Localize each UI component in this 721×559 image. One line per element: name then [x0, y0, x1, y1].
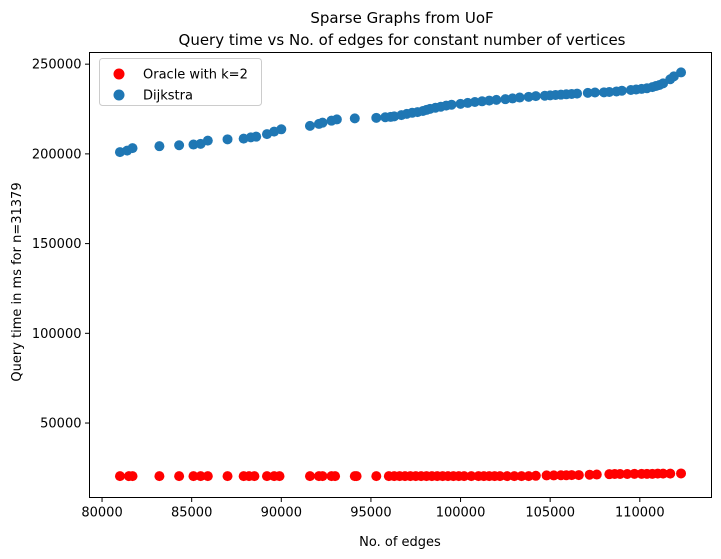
data-point-oracle	[665, 468, 676, 479]
chart-title: Sparse Graphs from UoF	[310, 9, 493, 27]
data-point-dijkstra	[276, 124, 287, 135]
data-point-oracle	[371, 471, 382, 482]
series-dijkstra	[114, 67, 687, 158]
y-axis: 50000 100000 150000 200000 250000	[32, 58, 90, 432]
plot-area	[114, 67, 687, 482]
data-point-oracle	[566, 470, 577, 481]
plot-frame	[89, 52, 712, 498]
data-point-oracle	[466, 471, 477, 482]
data-point-oracle	[317, 471, 328, 482]
data-point-dijkstra	[202, 135, 213, 146]
legend-box	[99, 58, 262, 106]
data-point-oracle	[202, 471, 213, 482]
y-tick-label: 50000	[40, 417, 81, 432]
data-point-oracle	[261, 471, 272, 482]
data-point-oracle	[195, 471, 206, 482]
data-point-oracle	[658, 468, 669, 479]
data-point-oracle	[459, 471, 470, 482]
data-point-oracle	[274, 471, 285, 482]
x-tick-label: 110000	[615, 506, 665, 521]
data-point-oracle	[573, 470, 584, 481]
data-point-oracle	[222, 471, 233, 482]
data-point-oracle	[516, 471, 527, 482]
data-point-oracle	[502, 471, 513, 482]
series-oracle	[114, 468, 687, 482]
data-point-dijkstra	[446, 99, 457, 110]
data-point-oracle	[591, 469, 602, 480]
x-tick-label: 80000	[81, 506, 122, 521]
data-point-dijkstra	[582, 87, 593, 98]
x-tick-label: 95000	[350, 506, 391, 521]
y-tick-label: 250000	[32, 58, 82, 73]
data-point-dijkstra	[589, 87, 600, 98]
data-point-dijkstra	[514, 92, 525, 103]
data-point-oracle	[541, 470, 552, 481]
data-point-dijkstra	[371, 112, 382, 123]
data-point-oracle	[494, 471, 505, 482]
data-point-oracle	[127, 471, 138, 482]
data-point-dijkstra	[174, 140, 185, 151]
data-point-dijkstra	[616, 85, 627, 96]
legend-label-dijkstra: Dijkstra	[143, 89, 193, 104]
data-point-oracle	[523, 471, 534, 482]
data-point-oracle	[615, 468, 626, 479]
legend-marker-oracle	[113, 68, 125, 80]
data-point-oracle	[304, 471, 315, 482]
y-tick-label: 200000	[32, 147, 82, 162]
x-tick-label: 100000	[436, 506, 486, 521]
data-point-oracle	[622, 468, 633, 479]
legend-label-oracle: Oracle with k=2	[143, 68, 248, 83]
data-point-oracle	[584, 469, 595, 480]
x-tick-label: 105000	[525, 506, 575, 521]
data-point-dijkstra	[349, 113, 360, 124]
data-point-oracle	[548, 470, 559, 481]
data-point-oracle	[249, 471, 260, 482]
data-point-dijkstra	[572, 88, 583, 99]
x-axis-label: No. of edges	[359, 535, 441, 550]
data-point-oracle	[629, 468, 640, 479]
data-point-dijkstra	[222, 134, 233, 145]
data-point-oracle	[509, 471, 520, 482]
data-point-oracle	[330, 471, 341, 482]
data-point-dijkstra	[530, 91, 541, 102]
x-tick-label: 85000	[171, 506, 212, 521]
data-point-oracle	[530, 470, 541, 481]
y-axis-label: Query time in ms for n=31379	[10, 182, 25, 381]
data-point-oracle	[174, 471, 185, 482]
data-point-oracle	[351, 471, 362, 482]
chart-subtitle: Query time vs No. of edges for constant …	[179, 31, 626, 49]
legend: Oracle with k=2 Dijkstra	[99, 58, 262, 106]
data-point-dijkstra	[331, 114, 342, 125]
data-point-dijkstra	[154, 141, 165, 152]
x-axis: 80000 85000 90000 95000 100000 105000 110000	[81, 497, 665, 521]
data-point-dijkstra	[676, 67, 687, 78]
data-point-dijkstra	[604, 86, 615, 97]
data-point-dijkstra	[304, 120, 315, 131]
data-point-dijkstra	[127, 143, 138, 154]
x-tick-label: 90000	[261, 506, 302, 521]
y-tick-label: 100000	[32, 327, 82, 342]
data-point-oracle	[154, 471, 165, 482]
legend-marker-dijkstra	[113, 89, 125, 101]
data-point-dijkstra	[317, 117, 328, 128]
data-point-dijkstra	[491, 94, 502, 105]
data-point-oracle	[188, 471, 199, 482]
y-tick-label: 150000	[32, 237, 82, 252]
data-point-dijkstra	[251, 131, 262, 142]
data-point-oracle	[114, 471, 125, 482]
data-point-oracle	[676, 468, 687, 479]
